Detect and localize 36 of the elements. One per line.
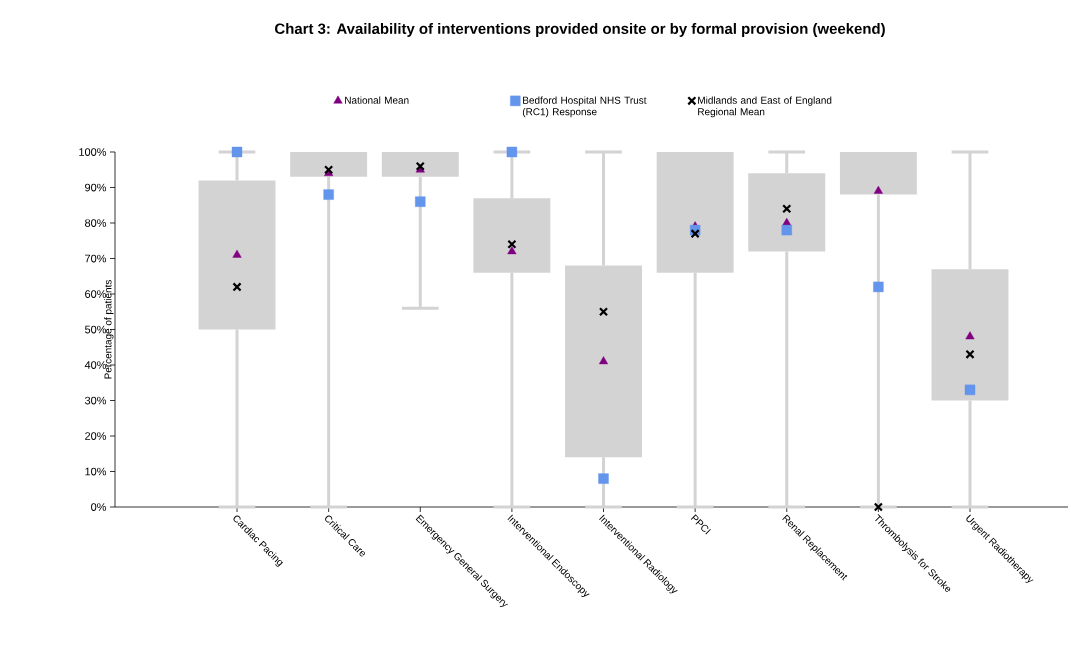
legend-label: Bedford Hospital NHS Trust (RC1) Response (522, 96, 647, 118)
legend-label: Midlands and East of England Regional Mean (698, 96, 832, 118)
point (873, 281, 884, 293)
point (507, 239, 517, 249)
point (964, 384, 976, 396)
point (506, 146, 518, 158)
point (507, 246, 517, 255)
y-tick-label: 50% (84, 325, 107, 334)
y-tick-label: 40% (84, 361, 107, 369)
point (873, 185, 883, 194)
legend-label: National Mean (345, 96, 409, 104)
y-tick-label: 60% (85, 290, 107, 298)
y-tick-label: 20% (85, 432, 107, 440)
point (690, 229, 700, 239)
point (598, 307, 609, 317)
y-tick-label: 90% (85, 183, 107, 192)
point (965, 331, 975, 340)
point (415, 196, 426, 207)
point (965, 349, 975, 359)
point (782, 204, 792, 214)
point (231, 146, 243, 158)
point (598, 473, 609, 484)
point (232, 282, 242, 292)
y-tick-label: 30% (84, 396, 107, 405)
y-tick-label: 0% (91, 503, 107, 511)
point (781, 224, 792, 236)
point (873, 502, 884, 512)
point (232, 249, 242, 258)
y-axis-title: Percentage of patients (104, 280, 114, 379)
point (598, 356, 609, 365)
y-tick-label: 100% (79, 148, 107, 156)
point (323, 189, 334, 200)
y-tick-label: 70% (85, 254, 107, 263)
y-tick-label: 80% (85, 219, 107, 227)
y-tick-label: 10% (85, 467, 107, 476)
chart-title: Chart 3: Availability of interventions provided onsite or by formal provision (weekend) (275, 23, 885, 37)
